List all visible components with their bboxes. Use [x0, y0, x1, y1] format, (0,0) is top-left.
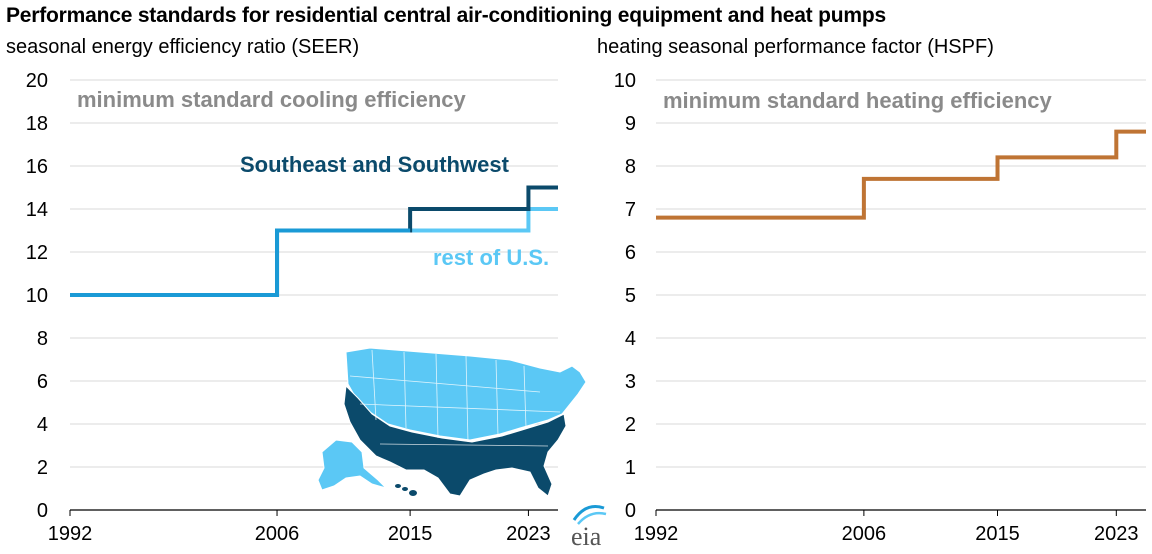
- left-y-tick-label: 14: [26, 199, 48, 221]
- left-y-tick-label: 6: [37, 371, 48, 393]
- left-y-ticks: 0 2 4 6 8 10 12 14 16 18 20: [26, 70, 48, 522]
- map-hawaii: [395, 484, 417, 496]
- series-line-shared: [70, 228, 411, 297]
- left-x-tick-label: 1992: [48, 523, 93, 545]
- right-x-tick-label: 2006: [842, 523, 887, 545]
- left-y-tick-label: 8: [37, 328, 48, 350]
- right-y-tick-label: 9: [625, 113, 636, 135]
- right-y-tick-label: 2: [625, 414, 636, 436]
- left-y-tick-label: 2: [37, 457, 48, 479]
- right-y-tick-label: 5: [625, 285, 636, 307]
- right-y-tick-label: 8: [625, 156, 636, 178]
- right-y-tick-label: 1: [625, 457, 636, 479]
- right-gridlines: [656, 79, 1146, 511]
- left-y-tick-label: 4: [37, 414, 48, 436]
- right-x-tick-label: 1992: [634, 523, 679, 545]
- series-label-rest-of-us: rest of U.S.: [433, 245, 549, 270]
- right-y-tick-label: 7: [625, 199, 636, 221]
- map-southern-states: [343, 384, 567, 497]
- right-y-axis-label: heating seasonal performance factor (HSP…: [597, 36, 994, 58]
- right-annotation: minimum standard heating efficiency: [663, 88, 1053, 113]
- left-y-tick-label: 20: [26, 70, 48, 92]
- left-y-axis-label: seasonal energy efficiency ratio (SEER): [6, 36, 360, 58]
- right-x-ticks: 1992 2006 2015 2023: [634, 510, 1139, 545]
- right-y-tick-label: 10: [614, 70, 636, 92]
- left-y-tick-label: 18: [26, 113, 48, 135]
- left-annotation: minimum standard cooling efficiency: [77, 87, 467, 112]
- right-y-ticks: 0 1 2 3 4 5 6 7 8 9 10: [614, 70, 636, 522]
- right-y-tick-label: 0: [625, 500, 636, 522]
- right-y-tick-label: 4: [625, 328, 636, 350]
- right-y-tick-label: 3: [625, 371, 636, 393]
- left-x-tick-label: 2006: [255, 523, 300, 545]
- right-series-lines: [656, 129, 1146, 220]
- right-x-tick-label: 2015: [975, 523, 1020, 545]
- map-state-borders: [349, 349, 561, 447]
- left-x-ticks: 1992 2006 2015 2023: [48, 510, 551, 545]
- map-alaska: [317, 439, 388, 491]
- left-x-tick-label: 2015: [388, 523, 433, 545]
- left-y-tick-label: 10: [26, 285, 48, 307]
- chart-title: Performance standards for residential ce…: [6, 4, 886, 27]
- us-map-inset: [317, 347, 587, 497]
- right-x-tick-label: 2023: [1094, 523, 1139, 545]
- left-y-tick-label: 12: [26, 242, 48, 264]
- left-y-tick-label: 16: [26, 156, 48, 178]
- series-line-southeast-southwest: [70, 185, 558, 297]
- left-series-lines: [70, 185, 558, 297]
- eia-logo: eia: [571, 505, 607, 551]
- series-line-hspf: [656, 129, 1146, 220]
- left-y-tick-label: 0: [37, 500, 48, 522]
- eia-logo-text: eia: [571, 522, 602, 551]
- left-x-tick-label: 2023: [506, 523, 551, 545]
- series-label-southeast-southwest: Southeast and Southwest: [240, 152, 510, 177]
- right-y-tick-label: 6: [625, 242, 636, 264]
